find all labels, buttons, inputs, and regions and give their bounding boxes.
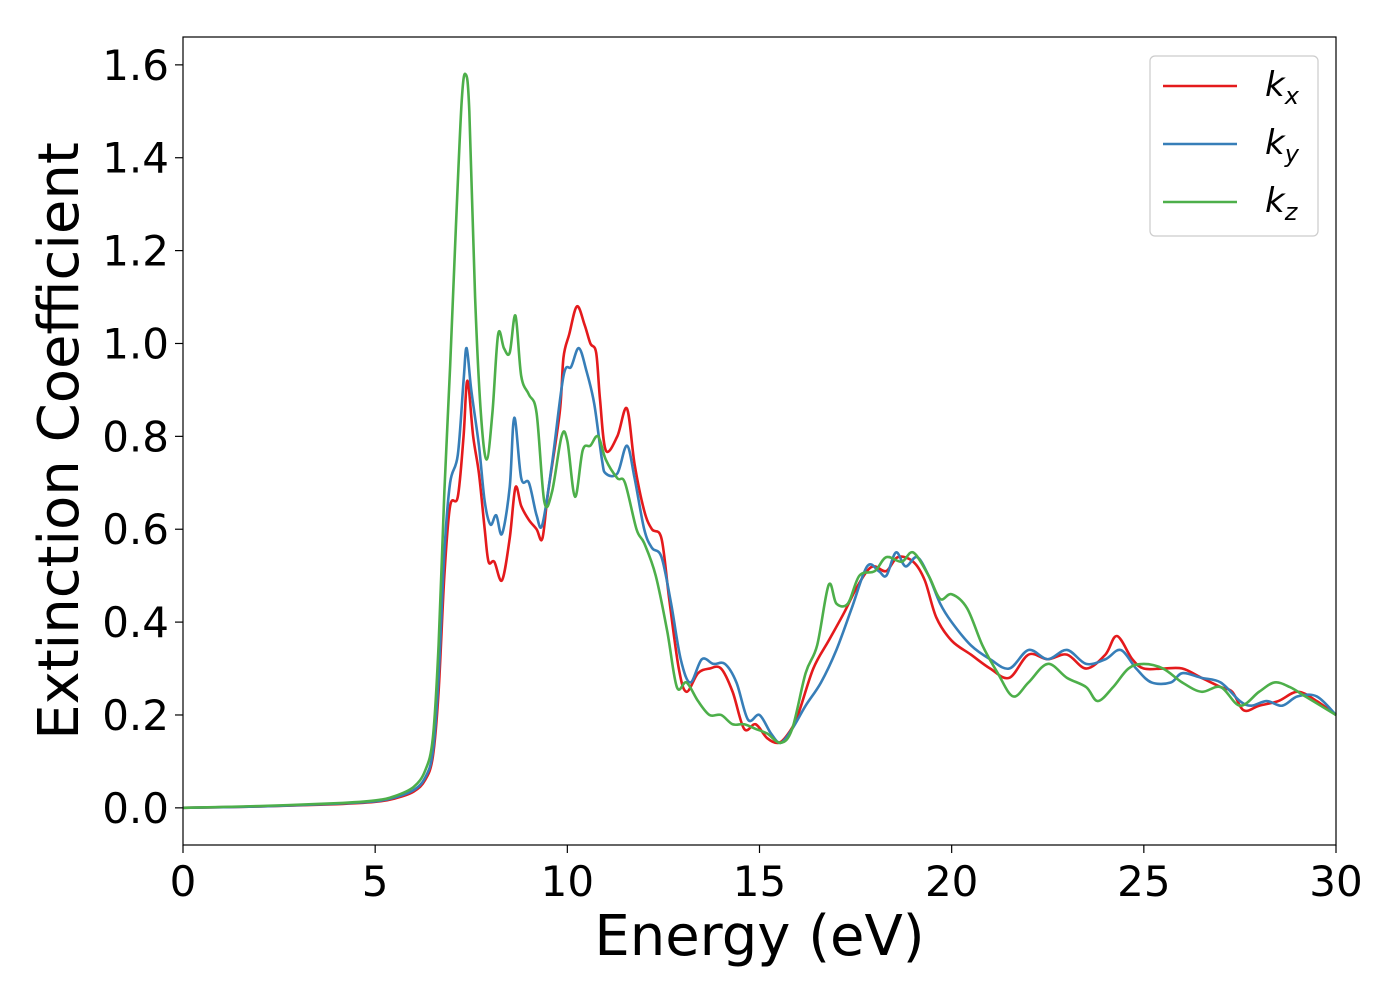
- x-tick-label: 20: [925, 857, 978, 906]
- y-tick-label: 1.4: [102, 134, 169, 183]
- y-tick-label: 0.8: [102, 412, 169, 461]
- legend: kx ky kz: [1149, 55, 1319, 237]
- x-tick-label: 25: [1117, 857, 1170, 906]
- legend-label-z: kz: [1265, 181, 1299, 226]
- legend-box: [1149, 55, 1319, 237]
- x-axis-label: Energy (eV): [594, 904, 924, 969]
- series-line-z: [182, 72, 1337, 810]
- y-tick-label: 1.2: [102, 227, 169, 276]
- y-tick-label: 0.6: [102, 505, 169, 554]
- y-tick-label: 1.0: [102, 319, 169, 368]
- series-line-x: [182, 305, 1337, 810]
- legend-label-y: ky: [1265, 123, 1300, 168]
- y-axis-ticks: 0.0 0.2 0.4 0.6 0.8 1.0 1.2 1.4 1.6: [102, 41, 183, 833]
- y-tick-label: 1.6: [102, 41, 169, 90]
- y-tick-label: 0.0: [102, 784, 169, 833]
- y-axis-label: Extinction Coefficient: [27, 142, 92, 740]
- series-line-y: [182, 346, 1337, 810]
- x-axis-ticks: 0 5 10 15 20 25 30: [170, 845, 1363, 906]
- series-layer: [182, 72, 1337, 810]
- y-tick-label: 0.2: [102, 691, 169, 740]
- x-tick-label: 15: [733, 857, 786, 906]
- x-tick-label: 0: [170, 857, 197, 906]
- x-tick-label: 5: [362, 857, 389, 906]
- x-tick-label: 30: [1309, 857, 1362, 906]
- y-tick-label: 0.4: [102, 598, 169, 647]
- legend-label-x: kx: [1265, 65, 1300, 110]
- x-tick-label: 10: [541, 857, 594, 906]
